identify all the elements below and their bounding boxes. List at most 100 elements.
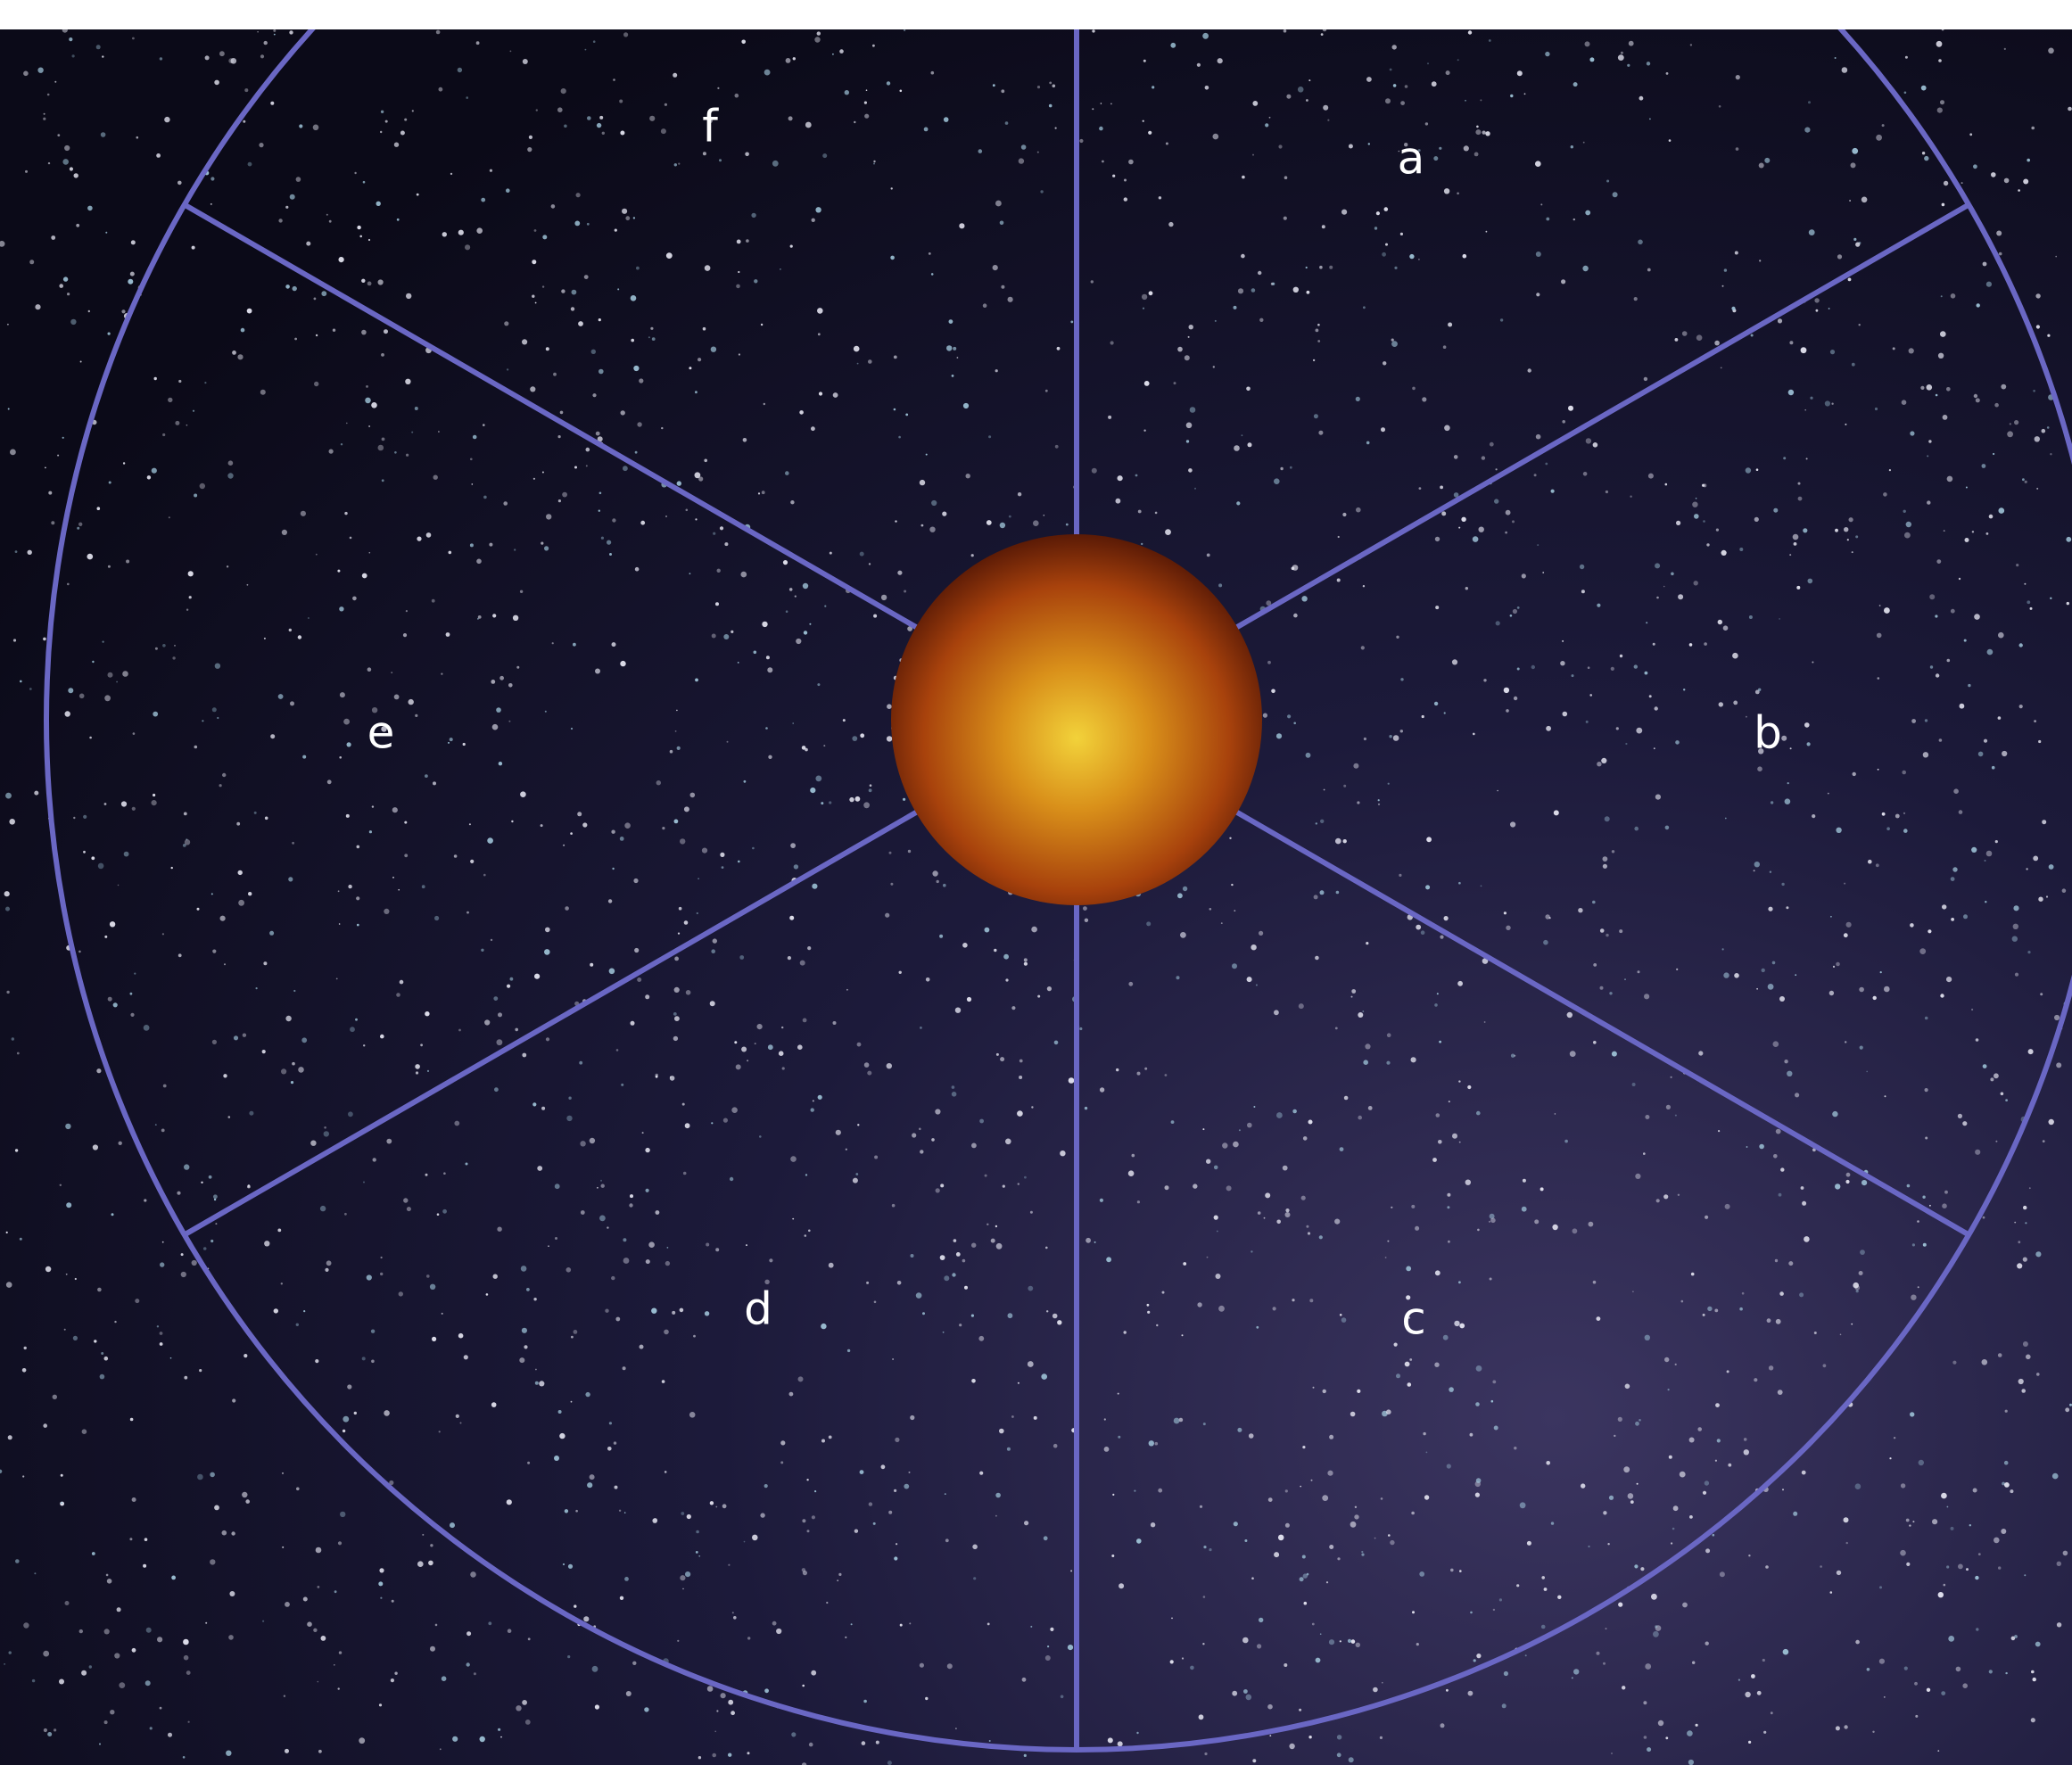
star xyxy=(71,54,75,58)
star xyxy=(404,821,408,824)
star xyxy=(1253,1106,1256,1108)
star xyxy=(1366,441,1370,445)
star xyxy=(116,1607,121,1612)
star xyxy=(178,379,182,384)
star xyxy=(885,912,890,918)
star xyxy=(1485,230,1488,233)
star xyxy=(1599,986,1604,990)
star xyxy=(1955,1666,1961,1672)
star xyxy=(43,1423,47,1428)
star xyxy=(1937,1592,1944,1598)
star xyxy=(1961,182,1963,185)
star xyxy=(281,1068,287,1075)
star xyxy=(1329,265,1333,269)
star xyxy=(794,595,797,598)
star xyxy=(227,460,234,466)
star xyxy=(1411,1511,1415,1515)
star xyxy=(1465,1179,1472,1185)
star xyxy=(797,1044,803,1050)
star xyxy=(103,803,107,805)
star xyxy=(826,1601,829,1604)
star xyxy=(899,89,903,93)
star xyxy=(986,1622,990,1626)
star xyxy=(1793,542,1797,546)
star xyxy=(381,479,384,482)
star xyxy=(306,241,311,246)
star xyxy=(898,435,901,439)
star xyxy=(1845,1172,1851,1177)
star xyxy=(1644,671,1648,675)
star xyxy=(1812,814,1816,819)
star xyxy=(1037,994,1041,998)
star xyxy=(880,1464,886,1470)
star xyxy=(1911,1294,1917,1300)
star xyxy=(1425,1451,1428,1454)
star xyxy=(415,1064,420,1069)
star xyxy=(1535,433,1541,440)
sector-label: a xyxy=(1398,133,1425,185)
star xyxy=(578,321,583,326)
star xyxy=(1047,1645,1050,1648)
star xyxy=(1585,210,1591,216)
star xyxy=(399,979,404,985)
star xyxy=(785,58,791,63)
star xyxy=(698,878,699,879)
star xyxy=(1523,93,1526,95)
star xyxy=(289,30,293,35)
star xyxy=(1348,144,1353,149)
star xyxy=(1804,127,1811,133)
star xyxy=(452,1736,458,1742)
star xyxy=(184,839,191,845)
star xyxy=(1383,361,1387,366)
star xyxy=(1434,1362,1440,1367)
star xyxy=(534,973,541,979)
star xyxy=(1490,1217,1496,1224)
star xyxy=(1855,1639,1860,1645)
star xyxy=(751,212,756,219)
star xyxy=(1409,253,1415,260)
star xyxy=(728,1753,732,1757)
star xyxy=(1057,1320,1062,1325)
star xyxy=(1354,1505,1358,1509)
star xyxy=(1302,1446,1306,1449)
star xyxy=(1971,846,1977,854)
star xyxy=(43,1728,48,1733)
star xyxy=(1008,515,1011,518)
star xyxy=(854,120,856,124)
star xyxy=(481,948,484,953)
star xyxy=(430,1544,433,1547)
star xyxy=(2024,1574,2027,1577)
star xyxy=(586,222,590,226)
star xyxy=(1994,1537,2000,1544)
star xyxy=(1800,347,1807,354)
star xyxy=(1636,1482,1639,1485)
star xyxy=(393,694,400,700)
star xyxy=(281,529,287,536)
star xyxy=(1198,1714,1204,1720)
star xyxy=(1490,1399,1494,1403)
star xyxy=(380,1272,384,1276)
star xyxy=(1958,577,1961,581)
star xyxy=(350,1027,355,1033)
star xyxy=(1469,1432,1474,1437)
star xyxy=(681,1512,685,1515)
star xyxy=(1664,1357,1670,1363)
star xyxy=(607,1226,609,1229)
star xyxy=(1495,621,1500,626)
star xyxy=(1982,1216,1985,1219)
star xyxy=(1951,918,1955,921)
star xyxy=(930,70,935,75)
star xyxy=(1488,1220,1491,1223)
star xyxy=(1804,722,1810,728)
star xyxy=(702,326,706,331)
star xyxy=(337,569,341,573)
star xyxy=(598,491,602,495)
star xyxy=(541,541,544,545)
star xyxy=(259,143,264,148)
star xyxy=(962,1258,966,1263)
star xyxy=(488,1621,492,1626)
star xyxy=(1245,1694,1252,1701)
star xyxy=(1351,989,1357,994)
star xyxy=(51,235,56,240)
star xyxy=(1190,1665,1194,1670)
